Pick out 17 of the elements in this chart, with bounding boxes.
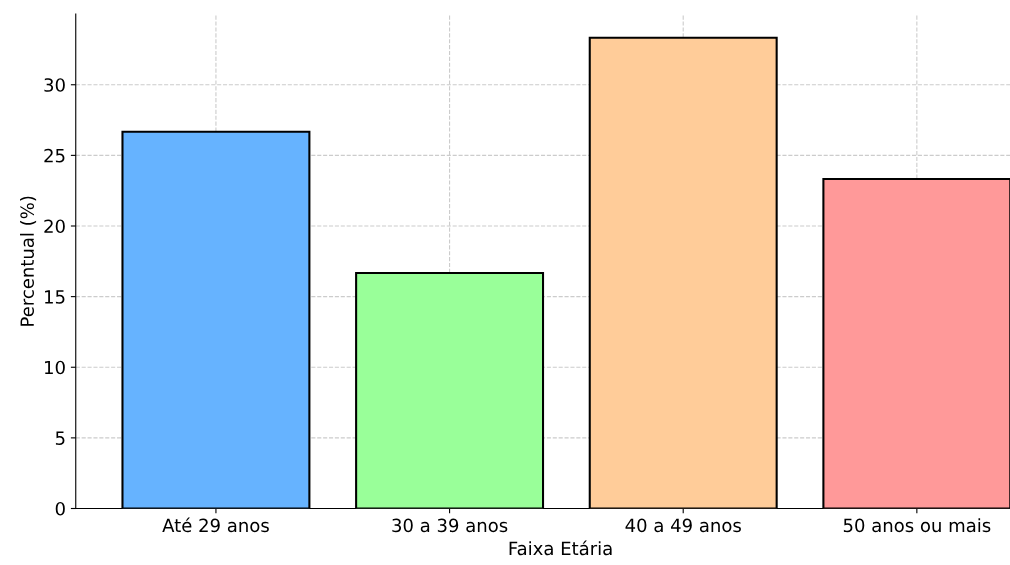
bar [355, 272, 545, 509]
x-tick-label: 30 a 39 anos [392, 518, 508, 533]
y-tick-label: 30 [44, 78, 65, 92]
x-tick-label: 40 a 49 anos [625, 518, 741, 533]
bar [822, 177, 1010, 509]
y-tick-label: 10 [45, 360, 65, 375]
y-tick-label: 15 [45, 290, 65, 304]
x-tick-label: Até 29 anos [162, 517, 269, 533]
x-axis-title: Faixa Etária [509, 540, 612, 556]
y-axis-title: Percentual (%) [20, 196, 37, 326]
y-tick-label: 20 [44, 219, 65, 234]
bar [121, 130, 311, 509]
y-tick-label: 0 [55, 501, 65, 516]
y-tick-label: 25 [44, 148, 65, 163]
bar [588, 36, 778, 509]
x-tick-label: 50 anos ou mais [843, 518, 991, 533]
y-tick-label: 5 [55, 431, 65, 445]
